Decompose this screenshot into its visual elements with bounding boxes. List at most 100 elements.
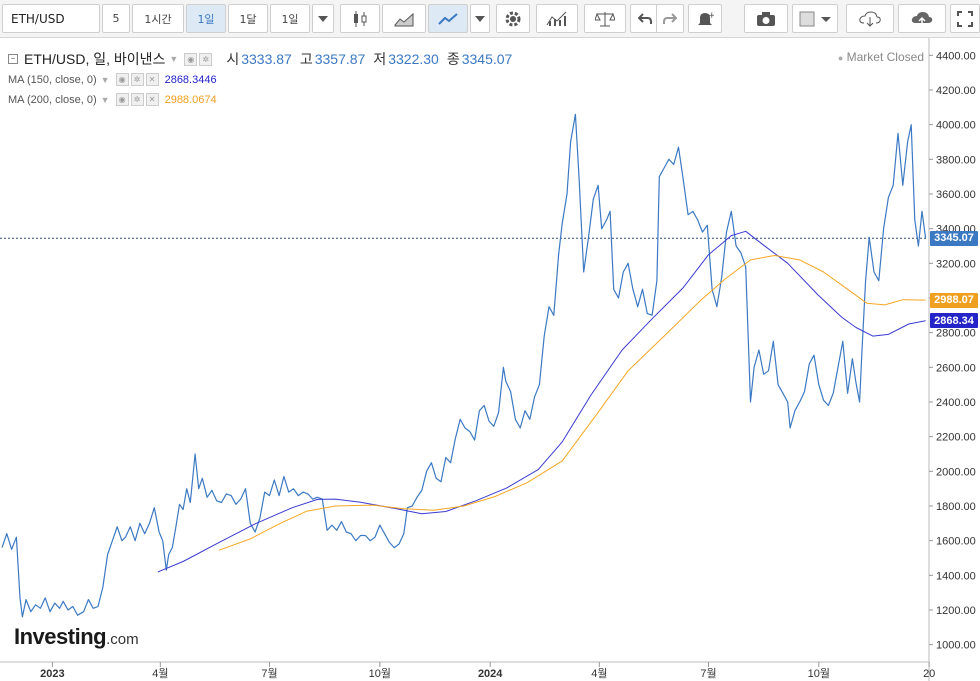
indicators-button[interactable] (536, 4, 578, 33)
low-label: 저 (373, 51, 387, 67)
visibility-eye-icon[interactable]: ◉ (184, 52, 198, 66)
y-tick-label: 3200.00 (936, 258, 976, 270)
low-value: 3322.30 (388, 51, 439, 67)
settings-gear-icon[interactable]: ✲ (130, 93, 144, 106)
y-tick-label: 4200.00 (936, 85, 976, 97)
ma200-legend: MA (200, close, 0) ▼ ◉ ✲ ✕ 2988.0674 (8, 93, 217, 106)
ma150-caret-icon[interactable]: ▼ (100, 74, 110, 85)
interval-1h-button[interactable]: 1시간 (132, 4, 184, 33)
close-label: 종 (446, 51, 460, 67)
y-tick-label: 2600.00 (936, 362, 976, 374)
close-icon[interactable]: ✕ (145, 93, 159, 106)
high-value: 3357.87 (314, 51, 366, 67)
ma200-price-tag: 2988.07 (930, 292, 978, 308)
chevron-down-icon (318, 15, 328, 22)
logo-suffix: .com (106, 631, 139, 648)
investing-logo: Investing.com (14, 624, 139, 650)
chart-toolbar: ETH/USD 5 1시간 1일 1달 1일 + (0, 0, 980, 38)
alert-bell-icon: + (698, 11, 714, 25)
area-chart-button[interactable] (382, 4, 426, 33)
ma200-line (218, 255, 926, 551)
y-tick-label: 2200.00 (936, 432, 976, 444)
redo-button[interactable] (656, 4, 684, 33)
last-price-tag: 3345.07 (930, 230, 978, 246)
y-tick-label: 1000.00 (936, 640, 976, 652)
y-tick-label: 3800.00 (936, 154, 976, 166)
chart-legend: − ETH/USD, 일, 바이낸스 ▼ ◉ ✲ 시 3333.87 고 3357.8… (8, 49, 512, 69)
ma200-controls: ◉ ✲ ✕ (115, 93, 159, 106)
ma150-legend: MA (150, close, 0) ▼ ◉ ✲ ✕ 2868.3446 (8, 73, 217, 86)
interval-dropdown-button[interactable] (312, 4, 334, 33)
symbol-input[interactable]: ETH/USD (2, 4, 100, 33)
visibility-eye-icon[interactable]: ◉ (115, 73, 129, 86)
indicators-icon (546, 11, 567, 26)
logo-name: Investing (14, 624, 107, 649)
x-tick-label: 10월 (808, 667, 830, 680)
x-tick-label: 7월 (261, 667, 277, 680)
high-label: 고 (299, 51, 313, 67)
y-tick-label: 1200.00 (936, 605, 976, 617)
area-chart-icon (394, 12, 414, 26)
fullscreen-button[interactable] (950, 4, 980, 33)
settings-gear-icon[interactable]: ✲ (199, 52, 213, 66)
y-tick-label: 4400.00 (936, 50, 976, 62)
y-tick-label: 1800.00 (936, 501, 976, 513)
candlestick-button[interactable] (340, 4, 380, 33)
redo-icon (663, 12, 677, 24)
ma150-line (157, 230, 926, 573)
ma200-caret-icon[interactable]: ▼ (100, 94, 110, 105)
compare-button[interactable] (584, 4, 626, 33)
x-tick-label: 4월 (152, 667, 168, 680)
status-dot-icon: ● (837, 53, 844, 63)
y-tick-label: 2400.00 (936, 397, 976, 409)
market-status: ● Market Closed (838, 50, 924, 64)
x-tick-label: 7월 (700, 667, 716, 680)
settings-button[interactable] (496, 4, 530, 33)
cloud-download-icon (859, 10, 881, 27)
y-tick-label: 1400.00 (936, 570, 976, 582)
color-square-icon (799, 11, 831, 26)
interval-5-button[interactable]: 5 (102, 4, 130, 33)
x-tick-label: 4월 (591, 667, 607, 680)
cloud-upload-icon (911, 11, 933, 26)
settings-gear-icon (505, 11, 521, 26)
price-chart[interactable]: 1000.00 1200.00 1400.00 1600.00 1800.00 2000.… (0, 38, 980, 681)
ma150-controls: ◉ ✲ ✕ (115, 73, 159, 86)
market-status-text: Market Closed (846, 50, 924, 64)
close-icon[interactable]: ✕ (145, 73, 159, 86)
ma150-label: MA (150, close, 0) (8, 73, 97, 86)
ma150-price-tag: 2868.34 (930, 313, 978, 329)
y-tick-label: 3600.00 (936, 189, 976, 201)
x-tick-label: 20 (923, 668, 935, 680)
save-layout-button[interactable] (898, 4, 946, 33)
ma200-value: 2988.0674 (164, 93, 217, 106)
undo-icon (637, 12, 652, 24)
settings-gear-icon[interactable]: ✲ (130, 73, 144, 86)
undo-button[interactable] (630, 4, 658, 33)
ma150-value: 2868.3446 (164, 73, 217, 86)
legend-title-caret-icon[interactable]: ▼ (169, 54, 179, 64)
camera-icon (757, 11, 775, 26)
interval-1d-button[interactable]: 1일 (186, 4, 226, 33)
y-tick-label: 4000.00 (936, 120, 976, 132)
line-chart-button[interactable] (428, 4, 468, 33)
y-tick-label: 2800.00 (936, 328, 976, 340)
chart-type-dropdown[interactable] (470, 4, 490, 33)
x-tick-label: 2023 (40, 668, 64, 680)
dropdown-caret-icon (475, 15, 485, 22)
y-tick-label: 2000.00 (936, 466, 976, 478)
candlestick-icon (354, 10, 367, 27)
legend-controls: ◉ ✲ (184, 52, 213, 66)
load-layout-button[interactable] (846, 4, 894, 33)
interval-custom-button[interactable]: 1일 (270, 4, 310, 33)
open-label: 시 (226, 51, 240, 67)
interval-1m-button[interactable]: 1달 (228, 4, 268, 33)
alert-button[interactable]: + (688, 4, 722, 33)
screenshot-button[interactable] (744, 4, 788, 33)
visibility-eye-icon[interactable]: ◉ (115, 93, 129, 106)
x-tick-label: 10월 (369, 667, 391, 680)
collapse-legend-icon[interactable]: − (8, 54, 18, 64)
ma200-label: MA (200, close, 0) (8, 93, 97, 106)
price-line (1, 113, 927, 618)
color-picker-button[interactable] (792, 4, 838, 33)
